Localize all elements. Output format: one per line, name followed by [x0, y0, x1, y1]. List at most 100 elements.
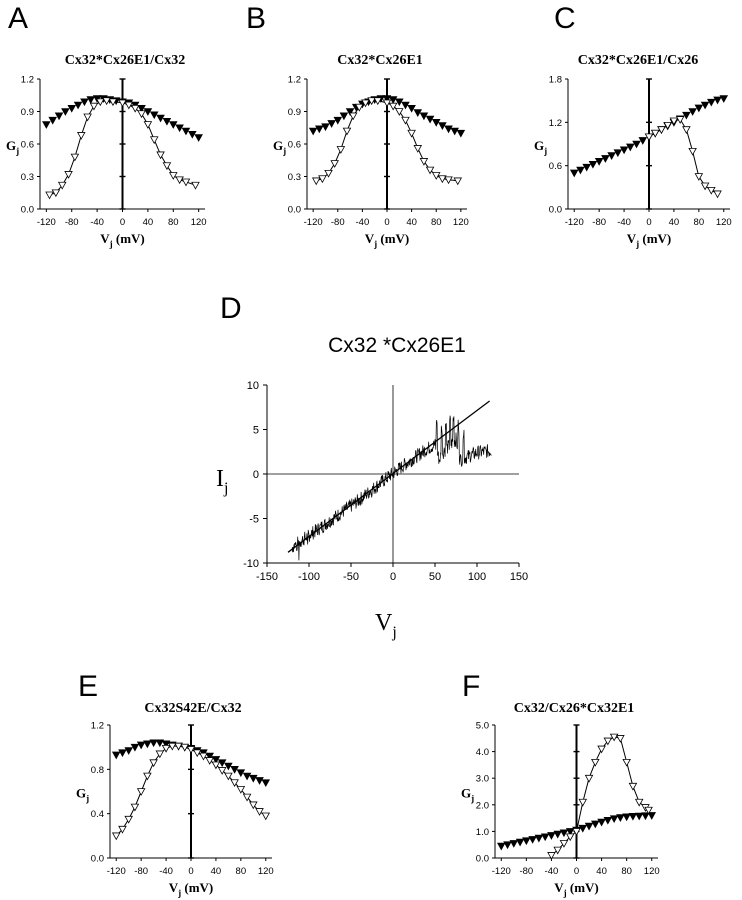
y-tick-label: 0.3 [288, 172, 301, 183]
x-tick-label: 120 [644, 866, 660, 877]
x-tick-label: 100 [468, 571, 486, 583]
data-point-open [161, 744, 171, 753]
data-point-open [224, 772, 233, 781]
data-point-filled [80, 98, 89, 107]
x-tick-label: 120 [453, 217, 469, 228]
x-tick-label: 40 [143, 217, 154, 228]
data-point-filled [130, 743, 140, 752]
data-point-filled [401, 101, 410, 110]
data-point-open [191, 181, 200, 190]
data-point-filled [578, 824, 588, 833]
data-point-filled [230, 766, 239, 774]
x-axis-label: Vj (mV) [554, 880, 599, 898]
data-point-open [168, 742, 177, 751]
x-tick-label: 0 [384, 217, 389, 228]
data-point-filled [547, 832, 556, 840]
data-point-open [453, 177, 463, 186]
y-tick-label: 0.6 [549, 161, 562, 172]
data-point-filled [261, 779, 271, 788]
data-point-open [707, 186, 716, 195]
y-tick-label: 0 [253, 469, 259, 481]
y-tick-label: -5 [249, 514, 259, 526]
data-point-open [57, 181, 67, 190]
data-point-filled [211, 756, 221, 764]
data-point-open [431, 172, 441, 180]
data-point-filled [327, 120, 336, 128]
y-tick-label: 5 [253, 425, 259, 437]
data-point-open [367, 97, 376, 106]
y-tick-label: 0.0 [91, 854, 104, 865]
data-point-filled [188, 130, 197, 139]
x-tick-label: 80 [168, 217, 179, 228]
data-point-open [118, 99, 127, 108]
data-point-filled [315, 125, 324, 134]
data-point-filled [136, 741, 146, 750]
data-point-open [102, 97, 111, 106]
chart-title: Cx32*Cx26E1 [337, 53, 423, 68]
data-point-open [130, 803, 140, 812]
y-tick-label: 0.3 [21, 172, 34, 183]
data-point-filled [168, 121, 178, 129]
data-point-filled [694, 104, 704, 113]
data-point-filled [626, 143, 635, 152]
data-point-filled [534, 834, 544, 843]
fit-line [287, 400, 490, 553]
panel-label: B [246, 2, 266, 35]
y-axis-label: Ij [216, 466, 228, 497]
y-tick-label: 1.2 [21, 75, 34, 86]
data-point-open [89, 102, 99, 111]
data-point-open [609, 733, 619, 742]
data-point-open [361, 99, 370, 108]
data-point-open [559, 840, 569, 848]
panel-label: D [220, 292, 242, 325]
data-point-open [382, 99, 392, 108]
y-tick-label: 1.2 [549, 118, 562, 129]
data-point-filled [582, 163, 591, 172]
data-point-filled [688, 108, 697, 116]
data-point-filled [503, 841, 512, 850]
data-point-filled [641, 812, 650, 821]
data-point-open [419, 158, 429, 166]
data-point-filled [149, 111, 159, 120]
data-point-filled [181, 127, 191, 136]
data-point-open [181, 178, 191, 187]
x-axis-label: Vj (mV) [169, 880, 214, 898]
data-point-open [622, 758, 631, 767]
data-point-filled [339, 112, 349, 121]
data-point-filled [388, 96, 398, 105]
data-point-open [118, 825, 127, 834]
x-axis-label: Vj (mV) [627, 231, 672, 249]
data-point-open [401, 116, 410, 125]
data-point-filled [255, 777, 264, 785]
data-point-open [149, 136, 159, 145]
data-point-open [342, 127, 352, 136]
data-point-open [713, 190, 722, 199]
data-point-filled [333, 116, 343, 125]
data-point-open [143, 772, 152, 781]
data-point-filled [137, 104, 146, 113]
data-point-open [644, 806, 653, 815]
y-axis-label: Gj [534, 138, 547, 156]
x-tick-label: -80 [65, 217, 79, 228]
data-point-open [348, 112, 358, 121]
data-point-open [324, 169, 333, 178]
data-point-filled [308, 127, 318, 136]
x-tick-label: 120 [258, 866, 274, 877]
data-point-filled [162, 117, 172, 126]
data-point-filled [143, 740, 152, 749]
y-tick-label: 10 [247, 380, 259, 392]
data-point-open [211, 761, 221, 770]
data-point-filled [632, 140, 641, 149]
y-tick-label: 0.9 [288, 107, 301, 118]
data-point-filled [236, 769, 246, 778]
data-point-filled [194, 134, 203, 142]
y-tick-label: 0.6 [288, 140, 301, 151]
data-point-filled [559, 829, 569, 838]
data-point-filled [321, 123, 330, 132]
data-point-open [130, 104, 140, 113]
x-tick-label: 40 [211, 866, 222, 877]
data-point-open [70, 153, 80, 162]
data-point-open [96, 98, 105, 107]
data-point-filled [607, 152, 616, 160]
data-point-filled [638, 137, 648, 145]
